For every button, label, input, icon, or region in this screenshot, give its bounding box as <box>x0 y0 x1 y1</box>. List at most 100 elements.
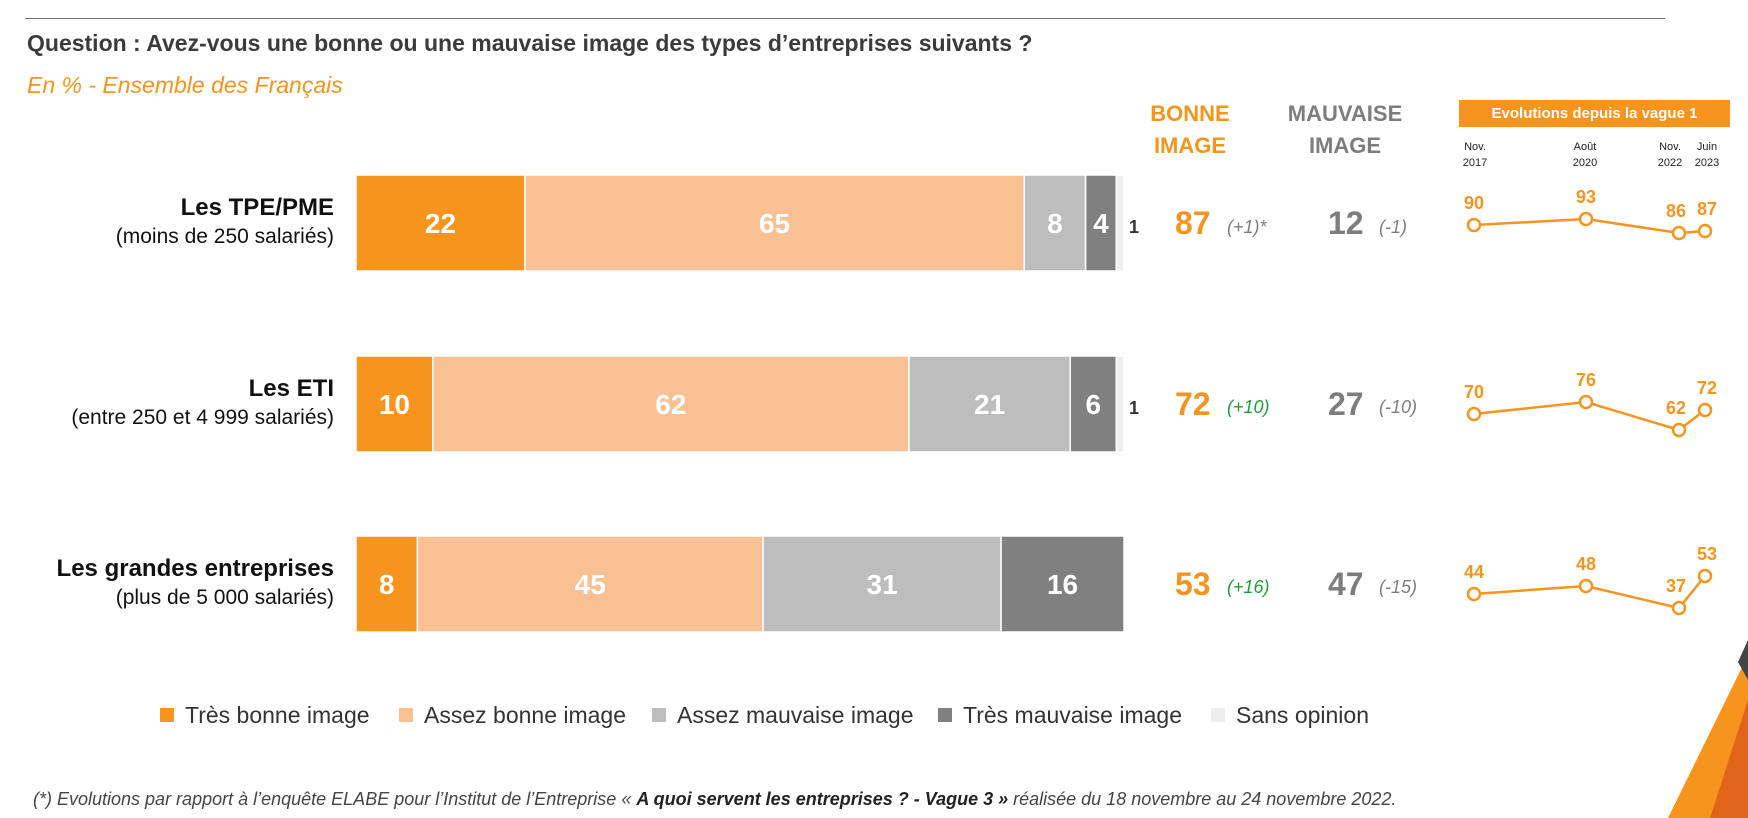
date-line1: Juin <box>1696 141 1718 153</box>
bar-segment <box>1115 174 1125 272</box>
evolution-point <box>1466 586 1482 602</box>
evolution-point <box>1578 394 1594 410</box>
bad-delta: (-15) <box>1379 577 1418 597</box>
footnote-suffix: réalisée du 18 novembre au 24 novembre 2… <box>1008 789 1397 809</box>
legend-swatch <box>938 708 952 722</box>
bar-value-label: 4 <box>1093 208 1109 239</box>
legend-label: Assez mauvaise image <box>677 702 914 728</box>
evolution-lines: 90 93 86 87 70 76 62 72 44 48 37 53 <box>1464 187 1717 616</box>
footnote: (*) Evolutions par rapport à l’enquête E… <box>33 789 1396 810</box>
corner-decoration <box>1668 640 1748 818</box>
legend-swatch <box>160 708 174 722</box>
evolution-value-label: 87 <box>1697 199 1717 219</box>
evolution-point <box>1578 578 1594 594</box>
legend-swatch <box>652 708 666 722</box>
bar-segment <box>908 355 1071 453</box>
header-bad-line2: IMAGE <box>1308 133 1382 158</box>
row-label-tpe-pme: Les TPE/PME (moins de 250 salariés) <box>116 193 334 251</box>
evolution-value-label: 76 <box>1576 370 1596 390</box>
bar-value-label: 45 <box>575 569 606 600</box>
good-delta: (+1)* <box>1227 217 1267 237</box>
corner-red-shape <box>1710 700 1748 818</box>
date-line1: Août <box>1573 141 1597 153</box>
row-label-grandes: Les grandes entreprises (plus de 5 000 s… <box>57 554 334 612</box>
bar-value-label: 21 <box>974 389 1005 420</box>
legend-label: Très bonne image <box>185 702 370 728</box>
good-value: 87 <box>1175 205 1211 241</box>
subtitle: En % - Ensemble des Français <box>27 72 343 98</box>
question-title: Question : Avez-vous une bonne ou une ma… <box>27 30 1033 56</box>
row-name: Les ETI <box>248 375 334 402</box>
row-sub: (moins de 250 salariés) <box>115 225 334 248</box>
row-sub: (entre 250 et 4 999 salariés) <box>71 406 334 429</box>
evolution-point <box>1466 406 1482 422</box>
corner-dark-shape <box>1738 640 1748 680</box>
bar-value-label: 6 <box>1085 389 1101 420</box>
evolution-point <box>1466 217 1482 233</box>
header-good-line1: BONNE <box>1150 101 1230 126</box>
bar-value-label: 22 <box>425 208 456 239</box>
legend: Très bonne image Assez bonne image Assez m… <box>160 702 1369 728</box>
evolution-point <box>1671 422 1687 438</box>
bad-delta: (-10) <box>1379 397 1418 417</box>
good-delta: (+10) <box>1227 397 1270 417</box>
evolution-value-label: 37 <box>1666 576 1686 596</box>
bar-value-label: 1 <box>1129 398 1139 418</box>
evolution-value-label: 48 <box>1576 554 1596 574</box>
legend-label: Très mauvaise image <box>963 702 1182 728</box>
bar-segment <box>432 355 910 453</box>
row-name: Les grandes entreprises <box>56 555 334 582</box>
bar-value-label: 16 <box>1047 569 1078 600</box>
header-mauvaise-image: MAUVAISE IMAGE <box>1280 98 1410 162</box>
bad-value: 47 <box>1328 566 1364 602</box>
bar-value-label: 8 <box>1047 208 1063 239</box>
date-label: Nov. 2017 <box>1455 139 1495 171</box>
evolution-point <box>1671 225 1687 241</box>
good-delta: (+16) <box>1227 577 1270 597</box>
stacked-bars: 22 65 8 4 110 62 21 6 18 45 31 16 <box>355 174 1139 633</box>
evolution-value-label: 62 <box>1666 398 1686 418</box>
date-line2: 2023 <box>1694 157 1720 169</box>
date-label: Nov. 2022 <box>1650 139 1690 171</box>
row-sub: (plus de 5 000 salariés) <box>115 586 334 609</box>
footnote-bold: A quoi servent les entreprises ? - Vague… <box>636 789 1009 809</box>
header-bad-line1: MAUVAISE <box>1287 101 1403 126</box>
bad-delta: (-1) <box>1379 217 1407 237</box>
good-value: 72 <box>1175 386 1211 422</box>
date-label: Août 2020 <box>1565 139 1605 171</box>
evolution-line <box>1473 217 1706 235</box>
legend-swatch <box>399 708 413 722</box>
legend-label: Assez bonne image <box>424 702 626 728</box>
row-label-eti: Les ETI (entre 250 et 4 999 salariés) <box>71 374 334 432</box>
evolution-value-label: 70 <box>1464 382 1484 402</box>
evolution-point <box>1671 600 1687 616</box>
evolution-point <box>1697 402 1713 418</box>
bad-value: 27 <box>1328 386 1364 422</box>
date-line2: 2020 <box>1572 157 1598 169</box>
evolution-point <box>1578 211 1594 227</box>
footnote-prefix: (*) Evolutions par rapport à l’enquête E… <box>33 789 637 809</box>
bar-segment <box>355 535 419 633</box>
date-line2: 2022 <box>1657 157 1683 169</box>
evolution-value-label: 53 <box>1697 544 1717 564</box>
date-line2: 2017 <box>1462 157 1488 169</box>
evolution-value-label: 44 <box>1464 562 1484 582</box>
bar-segment <box>1069 355 1118 453</box>
date-line1: Nov. <box>1659 141 1681 153</box>
bar-segment <box>416 535 764 633</box>
header-bonne-image: BONNE IMAGE <box>1140 98 1240 162</box>
bar-segment <box>1115 355 1125 453</box>
evolution-header: Evolutions depuis la vague 1 <box>1459 100 1730 127</box>
bar-segment <box>1000 535 1125 633</box>
top-divider <box>25 18 1665 19</box>
bar-value-label: 8 <box>379 569 395 600</box>
date-label: Juin 2023 <box>1687 139 1727 171</box>
bar-value-label: 31 <box>867 569 898 600</box>
bad-value: 12 <box>1328 205 1364 241</box>
date-line1: Nov. <box>1464 141 1486 153</box>
evolution-point <box>1697 568 1713 584</box>
legend-swatch <box>1211 708 1225 722</box>
evolution-value-label: 93 <box>1576 187 1596 207</box>
bar-value-label: 65 <box>759 208 790 239</box>
